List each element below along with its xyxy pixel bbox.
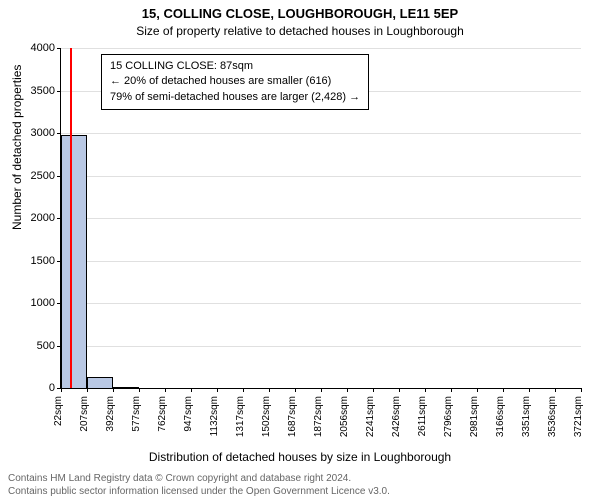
footer-line-1: Contains HM Land Registry data © Crown c…: [8, 472, 390, 485]
x-tick-mark: [269, 388, 270, 392]
chart-subtitle: Size of property relative to detached ho…: [0, 24, 600, 38]
x-tick-label: 2056sqm: [339, 396, 350, 437]
grid-line: [61, 303, 581, 304]
y-tick-label: 2000: [13, 212, 55, 224]
callout-line-1: 15 COLLING CLOSE: 87sqm: [110, 59, 360, 74]
y-tick-label: 0: [13, 382, 55, 394]
chart-container: 15, COLLING CLOSE, LOUGHBOROUGH, LE11 5E…: [0, 0, 600, 500]
x-tick-label: 1502sqm: [261, 396, 272, 437]
y-tick-label: 4000: [13, 42, 55, 54]
x-tick-mark: [529, 388, 530, 392]
x-tick-label: 947sqm: [183, 396, 194, 432]
y-tick-label: 1000: [13, 297, 55, 309]
x-tick-label: 3351sqm: [521, 396, 532, 437]
y-tick-label: 2500: [13, 170, 55, 182]
x-tick-mark: [113, 388, 114, 392]
x-tick-label: 2981sqm: [469, 396, 480, 437]
x-tick-mark: [425, 388, 426, 392]
x-tick-mark: [295, 388, 296, 392]
x-tick-label: 3166sqm: [495, 396, 506, 437]
callout-box: 15 COLLING CLOSE: 87sqm ← 20% of detache…: [101, 54, 369, 110]
y-tick-mark: [57, 91, 61, 92]
x-tick-mark: [451, 388, 452, 392]
grid-line: [61, 176, 581, 177]
grid-line: [61, 48, 581, 49]
histogram-bar: [61, 135, 87, 388]
x-tick-label: 2796sqm: [443, 396, 454, 437]
x-tick-label: 2241sqm: [365, 396, 376, 437]
x-tick-label: 2611sqm: [417, 396, 428, 436]
x-tick-label: 392sqm: [105, 396, 116, 432]
grid-line: [61, 133, 581, 134]
x-tick-label: 1872sqm: [313, 396, 324, 437]
y-tick-label: 3500: [13, 85, 55, 97]
x-tick-mark: [581, 388, 582, 392]
x-tick-mark: [503, 388, 504, 392]
x-tick-mark: [399, 388, 400, 392]
grid-line: [61, 218, 581, 219]
y-tick-mark: [57, 48, 61, 49]
x-tick-label: 3721sqm: [573, 396, 584, 437]
x-tick-mark: [347, 388, 348, 392]
plot-area: 0500100015002000250030003500400022sqm207…: [60, 48, 581, 389]
x-tick-label: 22sqm: [53, 396, 64, 426]
x-tick-mark: [61, 388, 62, 392]
x-tick-mark: [217, 388, 218, 392]
x-tick-mark: [191, 388, 192, 392]
x-tick-label: 1317sqm: [235, 396, 246, 437]
x-tick-label: 2426sqm: [391, 396, 402, 437]
callout-line-3: 79% of semi-detached houses are larger (…: [110, 90, 360, 105]
x-tick-mark: [477, 388, 478, 392]
footer-line-2: Contains public sector information licen…: [8, 485, 390, 498]
x-tick-label: 1687sqm: [287, 396, 298, 437]
histogram-bar: [87, 377, 113, 388]
grid-line: [61, 261, 581, 262]
x-axis-label: Distribution of detached houses by size …: [0, 450, 600, 464]
chart-title: 15, COLLING CLOSE, LOUGHBOROUGH, LE11 5E…: [0, 6, 600, 21]
y-tick-label: 1500: [13, 255, 55, 267]
callout-line-2: ← 20% of detached houses are smaller (61…: [110, 74, 360, 89]
highlight-line: [70, 48, 72, 388]
x-tick-mark: [139, 388, 140, 392]
y-tick-label: 3000: [13, 127, 55, 139]
y-tick-label: 500: [13, 340, 55, 352]
x-tick-mark: [87, 388, 88, 392]
x-tick-mark: [165, 388, 166, 392]
histogram-bar: [113, 387, 139, 388]
x-tick-mark: [243, 388, 244, 392]
footer-attribution: Contains HM Land Registry data © Crown c…: [8, 472, 390, 498]
x-tick-mark: [555, 388, 556, 392]
x-tick-label: 3536sqm: [547, 396, 558, 437]
x-tick-label: 762sqm: [157, 396, 168, 432]
x-tick-label: 207sqm: [79, 396, 90, 432]
grid-line: [61, 346, 581, 347]
x-tick-mark: [373, 388, 374, 392]
x-tick-label: 1132sqm: [209, 396, 220, 436]
x-tick-mark: [321, 388, 322, 392]
x-tick-label: 577sqm: [131, 396, 142, 432]
